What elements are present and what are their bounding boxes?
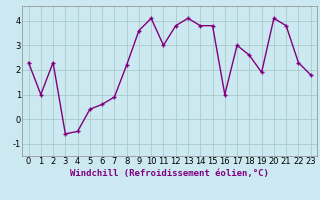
X-axis label: Windchill (Refroidissement éolien,°C): Windchill (Refroidissement éolien,°C) bbox=[70, 169, 269, 178]
